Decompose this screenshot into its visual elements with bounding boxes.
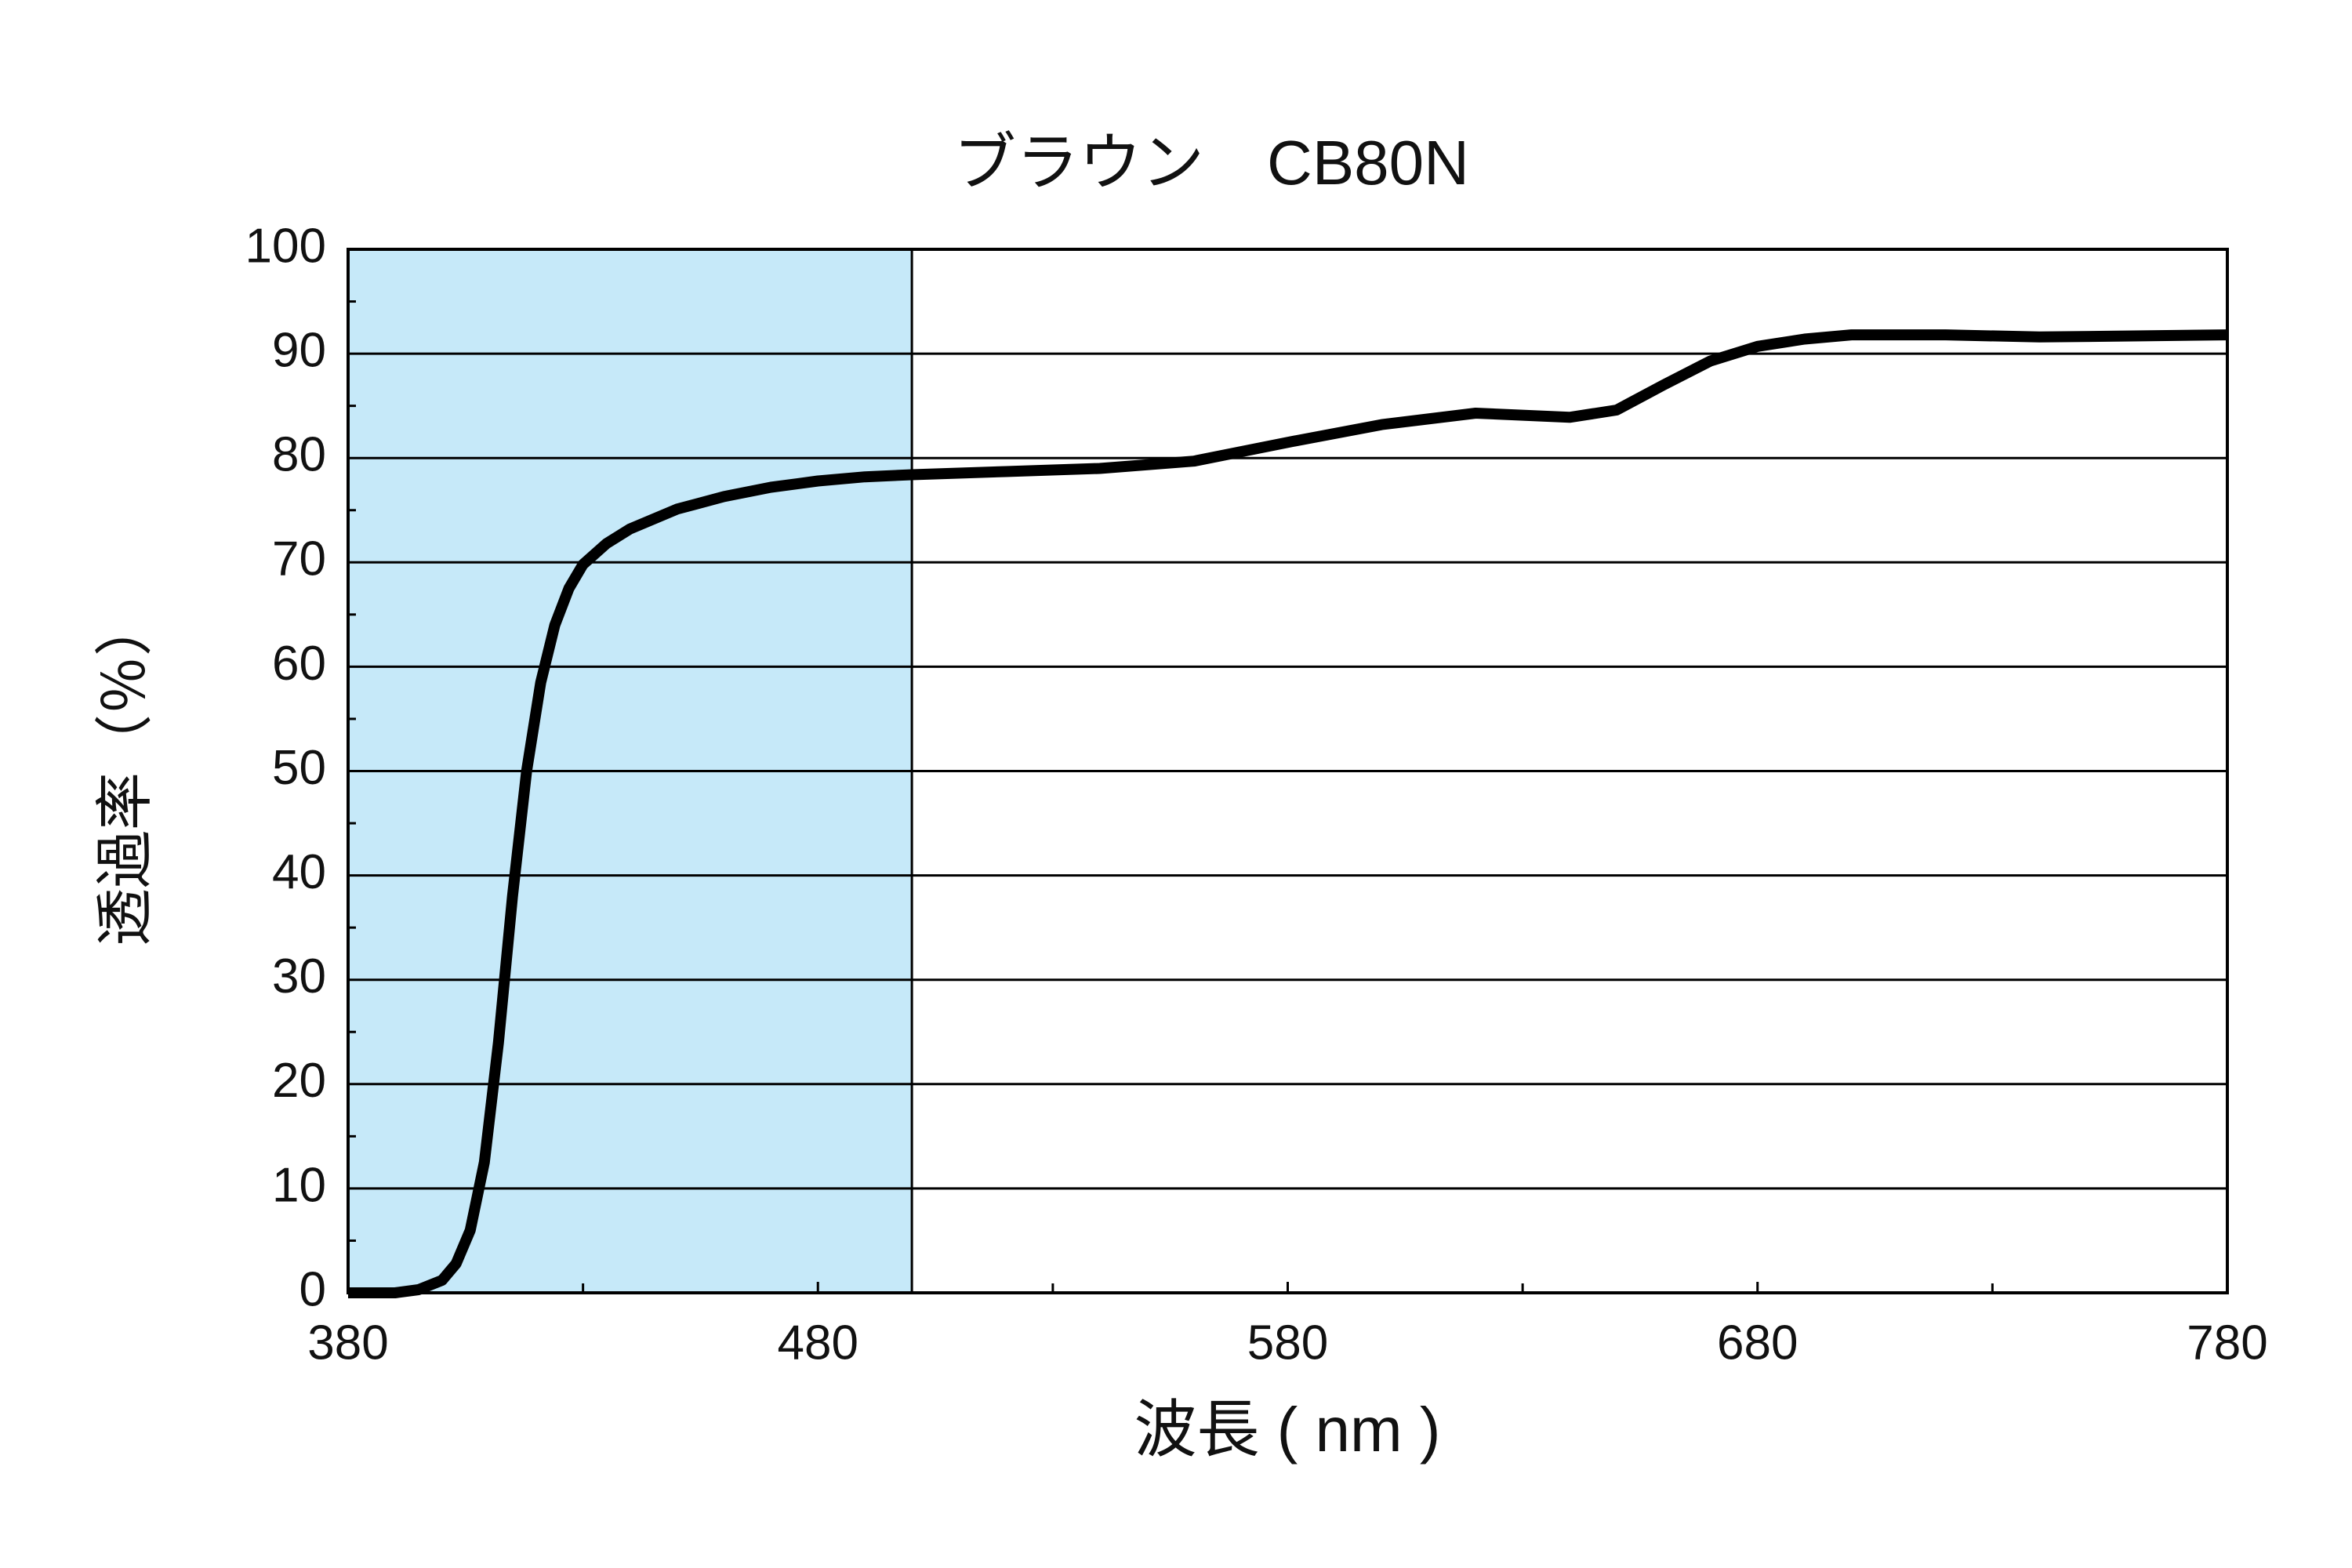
y-tick-label: 70	[272, 532, 326, 586]
y-tick-label: 90	[272, 323, 326, 377]
x-tick-label: 380	[307, 1316, 388, 1370]
y-tick-label: 40	[272, 845, 326, 899]
y-tick-label: 50	[272, 741, 326, 795]
x-tick-label: 580	[1247, 1316, 1328, 1370]
y-tick-label: 30	[272, 949, 326, 1004]
plot-frame	[347, 248, 2229, 1294]
data-line	[348, 329, 2228, 1298]
x-tick-label: 680	[1717, 1316, 1798, 1370]
y-tick-label: 0	[299, 1262, 326, 1316]
x-tick-label: 480	[778, 1316, 858, 1370]
y-tick-label: 80	[272, 428, 326, 482]
x-axis-label: 波長 ( nm )	[1134, 1395, 1440, 1465]
y-tick-label: 100	[245, 219, 326, 273]
y-tick-label: 60	[272, 637, 326, 691]
y-axis-label: 透過率（％）	[93, 598, 158, 946]
chart-title: ブラウン CB80N	[953, 128, 1469, 198]
y-tick-label: 10	[272, 1158, 326, 1212]
y-tick-label: 20	[272, 1054, 326, 1108]
x-tick-label: 780	[2187, 1316, 2267, 1370]
